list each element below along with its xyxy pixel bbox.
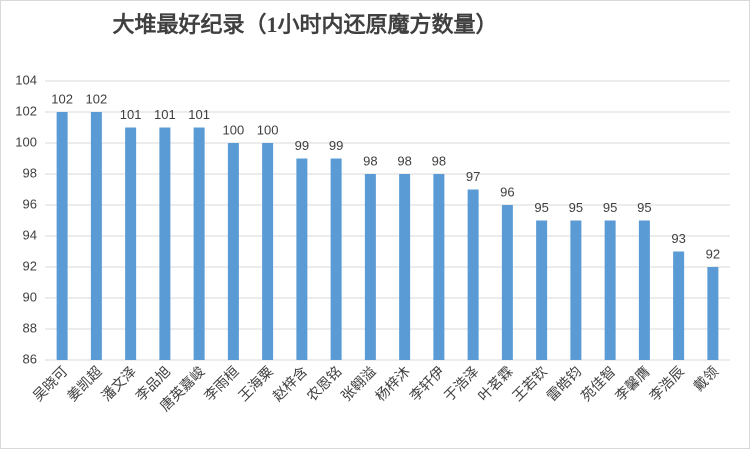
bar	[125, 127, 137, 360]
bar	[570, 220, 582, 360]
y-tick-label: 96	[23, 196, 37, 211]
data-label: 96	[500, 184, 514, 199]
data-label: 95	[569, 200, 583, 215]
y-tick-label: 94	[23, 227, 37, 242]
data-label: 101	[154, 107, 176, 122]
bar	[467, 189, 479, 360]
y-tick-label: 100	[15, 134, 37, 149]
data-label: 102	[51, 91, 73, 106]
data-label: 99	[329, 138, 343, 153]
bar	[638, 220, 650, 360]
data-label: 95	[603, 200, 617, 215]
bar	[604, 220, 616, 360]
data-label: 98	[432, 153, 446, 168]
bar	[364, 174, 376, 360]
bar	[707, 267, 719, 360]
y-tick-label: 92	[23, 258, 37, 273]
bar	[501, 205, 513, 360]
chart-title: 大堆最好纪录（1小时内还原魔方数量）	[112, 12, 497, 37]
y-tick-label: 90	[23, 289, 37, 304]
bar	[673, 251, 685, 360]
data-label: 99	[295, 138, 309, 153]
data-label: 100	[223, 122, 245, 137]
bar	[159, 127, 171, 360]
y-tick-label: 98	[23, 165, 37, 180]
data-label: 93	[671, 231, 685, 246]
data-label: 97	[466, 169, 480, 184]
bar	[193, 127, 205, 360]
y-tick-label: 102	[15, 103, 37, 118]
bar	[227, 143, 239, 360]
bar	[433, 174, 445, 360]
data-label: 95	[637, 200, 651, 215]
bar	[56, 112, 68, 360]
bar	[399, 174, 411, 360]
data-label: 101	[120, 107, 142, 122]
data-label: 92	[706, 246, 720, 261]
y-tick-label: 88	[23, 320, 37, 335]
bar	[90, 112, 102, 360]
y-tick-label: 104	[15, 72, 37, 87]
bar	[262, 143, 274, 360]
data-label: 98	[363, 153, 377, 168]
data-label: 98	[397, 153, 411, 168]
y-tick-label: 86	[23, 351, 37, 366]
data-label: 100	[257, 122, 279, 137]
bar	[330, 158, 342, 360]
bar	[296, 158, 308, 360]
data-label: 102	[86, 91, 108, 106]
data-label: 95	[534, 200, 548, 215]
data-label: 101	[188, 107, 210, 122]
bar	[536, 220, 548, 360]
